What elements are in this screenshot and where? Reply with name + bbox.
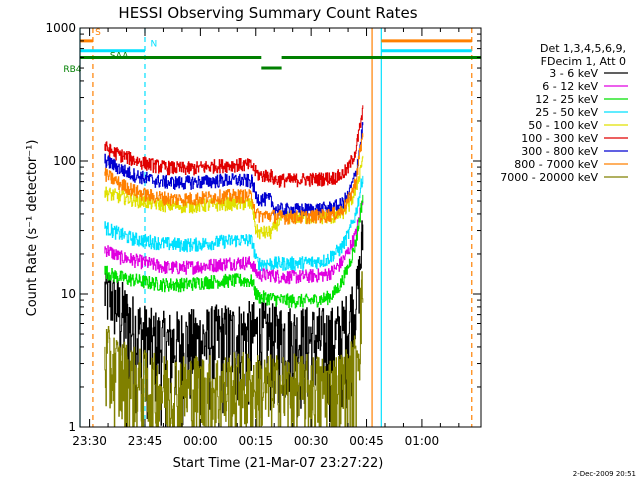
legend-header-1: FDecim 1, Att 0: [541, 55, 626, 68]
legend-label-2: 12 - 25 keV: [535, 93, 598, 106]
footer-date: 2-Dec-2009 20:51: [573, 470, 636, 478]
legend-header-0: Det 1,3,4,5,6,9,: [540, 42, 626, 55]
y-axis-label: Count Rate (s⁻¹ detector⁻¹): [25, 140, 40, 317]
series-line-7: [104, 133, 364, 225]
legend-label-8: 7000 - 20000 keV: [500, 171, 598, 184]
x-tick-label-6: 01:00: [405, 434, 440, 448]
legend-label-1: 6 - 12 keV: [542, 80, 598, 93]
x-tick-label-3: 00:15: [238, 434, 273, 448]
state-label-n: N: [151, 40, 158, 50]
x-tick-label-0: 23:30: [72, 434, 107, 448]
legend-label-5: 100 - 300 keV: [521, 132, 598, 145]
series-line-2: [104, 194, 364, 309]
y-tick-label-2: 100: [53, 154, 76, 168]
legend-label-6: 300 - 800 keV: [521, 145, 598, 158]
legend-label-7: 800 - 7000 keV: [514, 158, 598, 171]
series-line-3: [104, 175, 364, 271]
plot-area: S N SAA RB4: [63, 28, 481, 428]
y-tick-label-1: 10: [61, 287, 76, 301]
series-line-8: [104, 271, 364, 428]
series-line-1: [104, 201, 364, 285]
x-tick-label-2: 00:00: [183, 434, 218, 448]
legend-label-3: 25 - 50 keV: [535, 106, 598, 119]
axes: 23:30 23:45 00:00 00:15 00:30 00:45 01:00 1 10 10…: [45, 21, 481, 448]
state-label-s: S: [95, 28, 101, 38]
state-label-rb4: RB4: [63, 65, 81, 75]
x-axis-label: Start Time (21-Mar-07 23:27:22): [173, 456, 384, 471]
legend-label-4: 50 - 100 keV: [528, 119, 598, 132]
plot-frame: [79, 27, 482, 428]
y-tick-label-3: 1000: [45, 21, 76, 35]
legend: Det 1,3,4,5,6,9,FDecim 1, Att 03 - 6 keV…: [500, 42, 628, 184]
series-line-6: [104, 122, 364, 217]
x-tick-label-5: 00:45: [349, 434, 384, 448]
series-line-5: [104, 105, 364, 188]
legend-label-0: 3 - 6 keV: [549, 67, 598, 80]
x-tick-label-1: 23:45: [128, 434, 163, 448]
chart-title: HESSI Observing Summary Count Rates: [118, 4, 417, 22]
series-line-0: [104, 220, 364, 428]
state-label-saa: SAA: [110, 52, 129, 62]
y-tick-label-0: 1: [68, 420, 76, 434]
x-tick-label-4: 00:30: [294, 434, 329, 448]
